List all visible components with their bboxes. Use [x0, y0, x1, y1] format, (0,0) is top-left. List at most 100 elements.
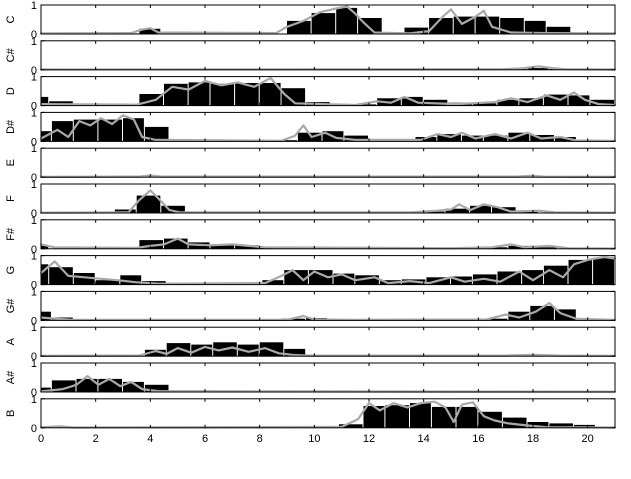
panel-frame — [40, 4, 616, 35]
panel-frame — [40, 362, 616, 393]
y-tick-label: 1 — [31, 36, 37, 48]
chroma-curve — [39, 375, 617, 393]
y-tick-label: 1 — [31, 143, 37, 155]
chroma-bar — [76, 378, 98, 392]
chroma-bar — [429, 18, 453, 34]
chroma-bar — [352, 104, 377, 106]
chroma-bar — [123, 118, 144, 142]
chroma-bar — [164, 238, 188, 249]
chroma-bar — [431, 406, 456, 428]
y-tick-label: 1 — [31, 251, 37, 263]
chroma-bar — [95, 280, 120, 285]
chroma-bar — [73, 273, 95, 285]
y-tick-label: 0 — [31, 315, 37, 327]
chroma-bar — [144, 349, 166, 357]
chroma-bar — [98, 119, 122, 142]
panel-label: D — [5, 87, 17, 95]
chroma-bar — [483, 318, 508, 321]
x-tick-label: 6 — [202, 433, 208, 445]
chroma-bar — [276, 140, 297, 142]
chroma-bar — [502, 417, 527, 428]
chroma-curve — [39, 301, 617, 321]
y-tick-label: 0 — [31, 280, 37, 292]
chroma-curve — [39, 174, 617, 178]
chroma-bar — [568, 95, 590, 106]
y-tick-label: 0 — [31, 29, 37, 41]
chroma-bar — [281, 88, 306, 106]
chroma-curve — [39, 65, 617, 71]
chroma-bar — [461, 135, 483, 142]
y-tick-label: 1 — [31, 215, 37, 227]
panel-frame — [40, 398, 616, 429]
chroma-bar — [161, 205, 185, 214]
chroma-bar — [308, 270, 333, 285]
chroma-bar — [508, 311, 530, 321]
panel-f: 0 1 F — [5, 179, 617, 220]
y-tick-label: 0 — [31, 172, 37, 184]
x-tick-label: 18 — [527, 433, 539, 445]
panel-frame — [40, 147, 616, 178]
chroma-bar — [284, 348, 306, 357]
chroma-bar — [456, 406, 478, 428]
panel-c-sharp: 0 1 C# — [5, 36, 617, 77]
chroma-bar — [445, 208, 470, 213]
panel-label: C — [5, 15, 17, 23]
chroma-bar — [210, 244, 235, 249]
chroma-bar — [530, 305, 554, 321]
y-tick-label: 0 — [31, 244, 37, 256]
chroma-curve — [39, 255, 617, 285]
panel-label: G — [5, 266, 17, 275]
chroma-bar — [333, 273, 355, 285]
chroma-bar — [336, 7, 358, 35]
chroma-bar — [120, 275, 142, 285]
panel-label: G# — [5, 298, 17, 314]
y-tick-label: 0 — [31, 65, 37, 77]
chroma-bar — [470, 205, 491, 214]
y-tick-label: 0 — [31, 101, 37, 113]
chroma-bar — [524, 20, 546, 34]
chroma-bar — [568, 259, 593, 285]
x-tick-label: 10 — [308, 433, 320, 445]
panel-a-sharp: 0 1 A# — [5, 358, 617, 399]
chroma-bar — [355, 275, 379, 285]
y-tick-label: 1 — [31, 72, 37, 84]
chroma-bar — [262, 280, 284, 285]
x-tick-label: 16 — [472, 433, 484, 445]
chroma-bar — [486, 247, 508, 249]
y-tick-label: 1 — [31, 322, 37, 334]
chroma-bar — [237, 344, 259, 357]
panel-d: 0 1 D — [5, 72, 617, 113]
panels-group: 01C01C#01D01D#01E01F01F#01G01G#01A01A#01… — [5, 0, 617, 435]
chroma-curve — [39, 237, 617, 250]
chroma-bar — [533, 247, 557, 249]
y-tick-label: 1 — [31, 107, 37, 119]
chroma-bar — [210, 83, 235, 106]
chroma-bar — [311, 13, 336, 34]
chroma-bar — [235, 83, 259, 106]
panel-label: F — [5, 195, 17, 202]
chroma-bar — [259, 83, 281, 106]
chroma-bar — [527, 422, 549, 428]
x-tick-label: 12 — [363, 433, 375, 445]
chroma-curve — [39, 5, 617, 35]
chroma-bar — [235, 245, 259, 249]
chroma-bar — [363, 406, 385, 428]
x-tick-label: 2 — [93, 433, 99, 445]
panel-frame — [40, 255, 616, 286]
chroma-bar — [475, 16, 500, 34]
y-tick-label: 1 — [31, 179, 37, 191]
panel-label: D# — [5, 119, 17, 134]
chroma-bar — [549, 423, 573, 428]
x-tick-label: 20 — [582, 433, 594, 445]
chroma-bar — [41, 245, 49, 249]
panel-frame — [40, 111, 616, 142]
chroma-bar — [139, 94, 163, 106]
chroma-curve — [39, 189, 617, 214]
chroma-bar — [51, 380, 76, 392]
chroma-bar — [593, 257, 614, 285]
chroma-bar — [590, 99, 614, 106]
panel-f-sharp: 0 1 F# — [5, 215, 617, 256]
chroma-bar — [527, 68, 549, 70]
chroma-bar — [41, 96, 49, 106]
